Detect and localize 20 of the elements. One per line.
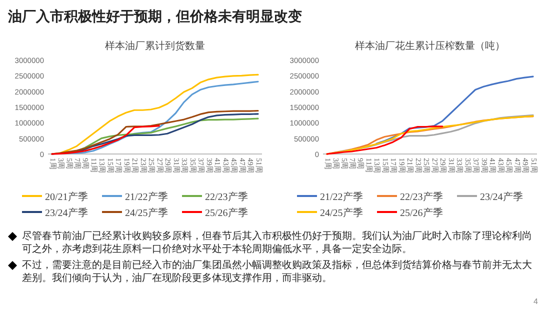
legend-label: 25/26产季: [400, 207, 443, 219]
legend-label: 20/21产季: [45, 191, 88, 203]
legend-label: 25/26产季: [205, 207, 248, 219]
line-series: [326, 126, 444, 155]
legend-label: 21/22产季: [125, 191, 168, 203]
text: 尽管春节前油厂已经累计收购较多原料，但春节后其入市积极性仍好于预期。我们认为油厂此时入市除了理论榨利尚可之外，亦考虑到花生原料一口价绝对水平处于本轮周期偏低水平，具备一定安全边际。: [22, 231, 532, 255]
line-series: [376, 76, 534, 144]
text: 不过，需要注意的是目前已经入市的油厂集团虽然小幅调整收购政策及指标，但总体到货结算价格与春节前并无太大差别。我们倾向于认为，油厂在现阶段更多体现支撑作用，而非驱动。: [22, 260, 532, 284]
legend-label: 22/23产季: [205, 191, 248, 203]
legend-label: 23/24产季: [45, 207, 88, 219]
text: 油厂入市积极性好于预期，但价格未有明显改变: [8, 8, 302, 26]
legend-label: 22/23产季: [400, 191, 443, 203]
legend-label: 23/24产季: [480, 191, 523, 203]
chart-title: 样本油厂花生累计压榨数量（吨）: [355, 40, 505, 52]
legend-label: 24/25产季: [320, 207, 363, 219]
chart-title: 样本油厂累计到货数量: [105, 40, 205, 52]
text: 4: [534, 297, 538, 306]
line-series: [51, 125, 160, 155]
legend-label: 24/25产季: [125, 207, 168, 219]
legend-label: 21/22产季: [320, 191, 363, 203]
